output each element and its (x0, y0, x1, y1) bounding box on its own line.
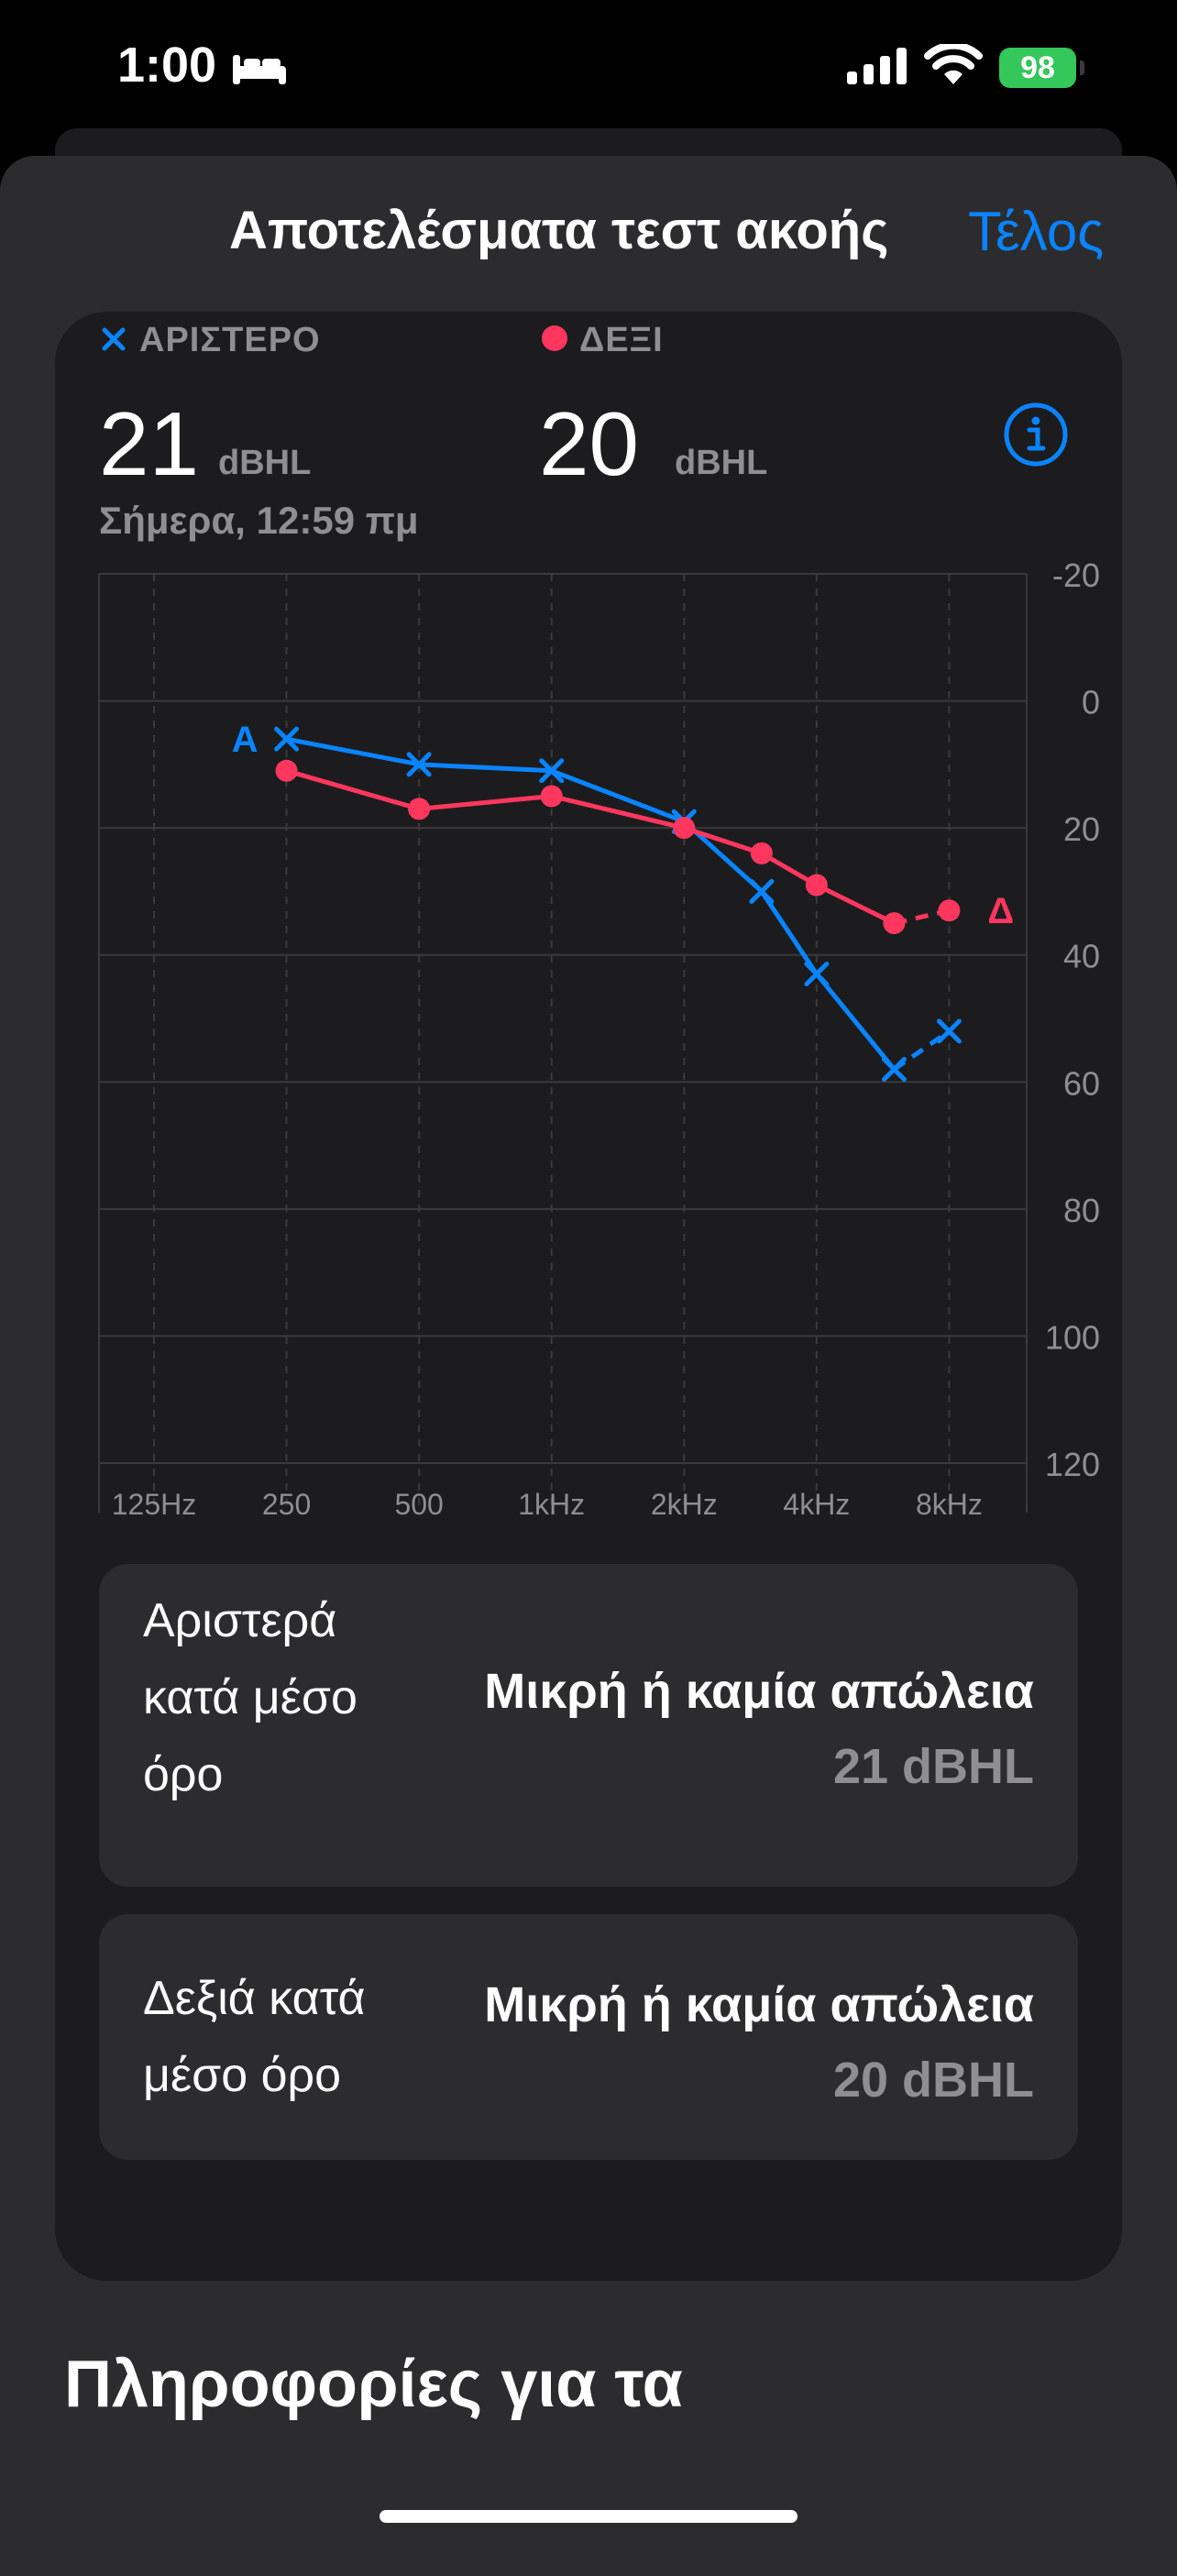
series-line (285, 768, 896, 926)
battery-icon: 98 (999, 48, 1084, 88)
x-tick-label: 2kHz (651, 1488, 718, 1521)
right-average-row: Δεξιά κατά μέσο όρο Μικρή ή καμία απώλει… (99, 1914, 1078, 2160)
x-tick-label: 500 (394, 1488, 443, 1521)
right-ear-point (275, 759, 298, 782)
right-ear-point (673, 817, 696, 840)
right-ear-point (408, 798, 431, 820)
left-average-label: Αριστερά κατά μέσο όρο (143, 1594, 358, 1801)
y-tick-label: 80 (1063, 1192, 1100, 1229)
cellular-signal-icon (847, 48, 907, 84)
right-average-value: 20 (539, 393, 640, 494)
wifi-icon (924, 44, 983, 84)
status-bar: 1:00 98 (0, 0, 1177, 138)
left-ear-point (539, 758, 565, 784)
audiogram-chart: -20 0 20 40 60 80 100 120 125Hz 250 500 1kHz 2kHz 4kH… (98, 556, 1100, 1521)
right-ear-point (540, 785, 563, 808)
x-tick-label: 4kHz (783, 1488, 850, 1521)
done-button[interactable]: Τέλος (968, 201, 1105, 262)
y-tick-label: 20 (1063, 810, 1100, 848)
sheet-title: Αποτελέσματα τεστ ακοής (229, 201, 889, 260)
x-tick-label: 125Hz (112, 1488, 197, 1521)
right-ear-point (750, 842, 773, 864)
right-ear-point (938, 899, 961, 922)
right-ear-point (805, 874, 828, 897)
left-average-dbhl: 21 dBHL (832, 1739, 1034, 1794)
right-average-dbhl: 20 dBHL (832, 2053, 1034, 2108)
left-ear-point (936, 1018, 962, 1044)
y-tick-label: 40 (1063, 938, 1100, 975)
left-ear-point (406, 752, 432, 777)
right-ear-dot-icon (542, 325, 567, 351)
battery-level: 98 (999, 48, 1076, 88)
status-time: 1:00 (117, 38, 217, 93)
left-average-status: Μικρή ή καμία απώλεια (484, 1664, 1034, 1719)
legend-left-label: ΑΡΙΣΤΕΡΟ (139, 321, 321, 359)
left-ear-point (274, 726, 300, 752)
left-series-label: Α (232, 720, 258, 760)
right-series-label: Δ (987, 891, 1014, 931)
x-tick-label: 250 (262, 1488, 311, 1521)
info-icon[interactable] (1003, 402, 1069, 468)
y-tick-label: 100 (1045, 1318, 1100, 1356)
y-tick-label: -20 (1052, 556, 1100, 594)
left-average-unit: dBHL (218, 444, 312, 482)
y-tick-label: 60 (1063, 1064, 1100, 1102)
y-tick-label: 0 (1082, 684, 1100, 721)
left-ear-point (749, 878, 775, 904)
sleep-focus-icon (233, 55, 286, 84)
right-average-label: Δεξιά κατά μέσο όρο (143, 1972, 366, 2102)
left-ear-x-icon (102, 327, 126, 351)
x-tick-label: 8kHz (916, 1488, 983, 1521)
right-average-unit: dBHL (675, 444, 768, 482)
left-ear-point (881, 1056, 907, 1082)
home-indicator[interactable] (380, 2510, 798, 2523)
left-average-row: Αριστερά κατά μέσο όρο Μικρή ή καμία απώ… (99, 1564, 1078, 1887)
legend-right-label: ΔΕΞΙ (579, 321, 664, 359)
right-average-status: Μικρή ή καμία απώλεια (484, 1977, 1034, 2032)
right-ear-point (883, 912, 906, 935)
series-line (286, 736, 896, 1072)
x-tick-label: 1kHz (518, 1488, 585, 1521)
test-date: Σήμερα, 12:59 πμ (99, 499, 419, 542)
left-ear-point (804, 962, 830, 986)
left-average-value: 21 (99, 393, 200, 494)
y-tick-label: 120 (1045, 1446, 1100, 1483)
section-title: Πληροφορίες για τα (64, 2348, 683, 2421)
